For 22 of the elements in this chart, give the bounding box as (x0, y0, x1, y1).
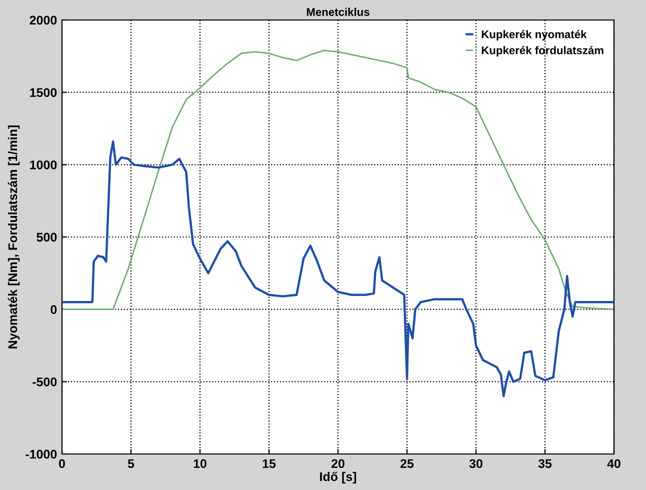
y-tick-label: 0 (50, 305, 57, 314)
x-tick-label: 30 (469, 459, 482, 468)
x-tick-label: 0 (59, 459, 65, 468)
x-tick-label: 40 (607, 459, 620, 468)
y-tick-label: 500 (36, 232, 57, 242)
y-tick-label: -500 (32, 377, 57, 386)
x-tick-label: 25 (400, 459, 414, 468)
chart-title: Menetciklus (306, 8, 370, 16)
legend-label: Kupkerék nyomaték (482, 30, 587, 40)
y-tick-label: 1000 (30, 160, 57, 170)
x-tick-label: 5 (128, 459, 134, 468)
x-tick-label: 20 (331, 459, 344, 468)
x-tick-label: 15 (262, 459, 276, 468)
x-tick-label: 10 (194, 459, 206, 468)
y-tick-label: 1500 (30, 88, 57, 97)
x-axis-title: Idő [s] (320, 472, 356, 484)
x-tick-label: 35 (538, 459, 552, 468)
y-tick-label: 2000 (30, 16, 57, 25)
y-tick-label: -1000 (26, 450, 57, 459)
legend-label: Kupkerék fordulatszám (482, 46, 604, 56)
line-series (62, 140, 614, 398)
y-axis-title: Nyomaték [Nm], Fordulatszám [1/min] (8, 126, 20, 348)
